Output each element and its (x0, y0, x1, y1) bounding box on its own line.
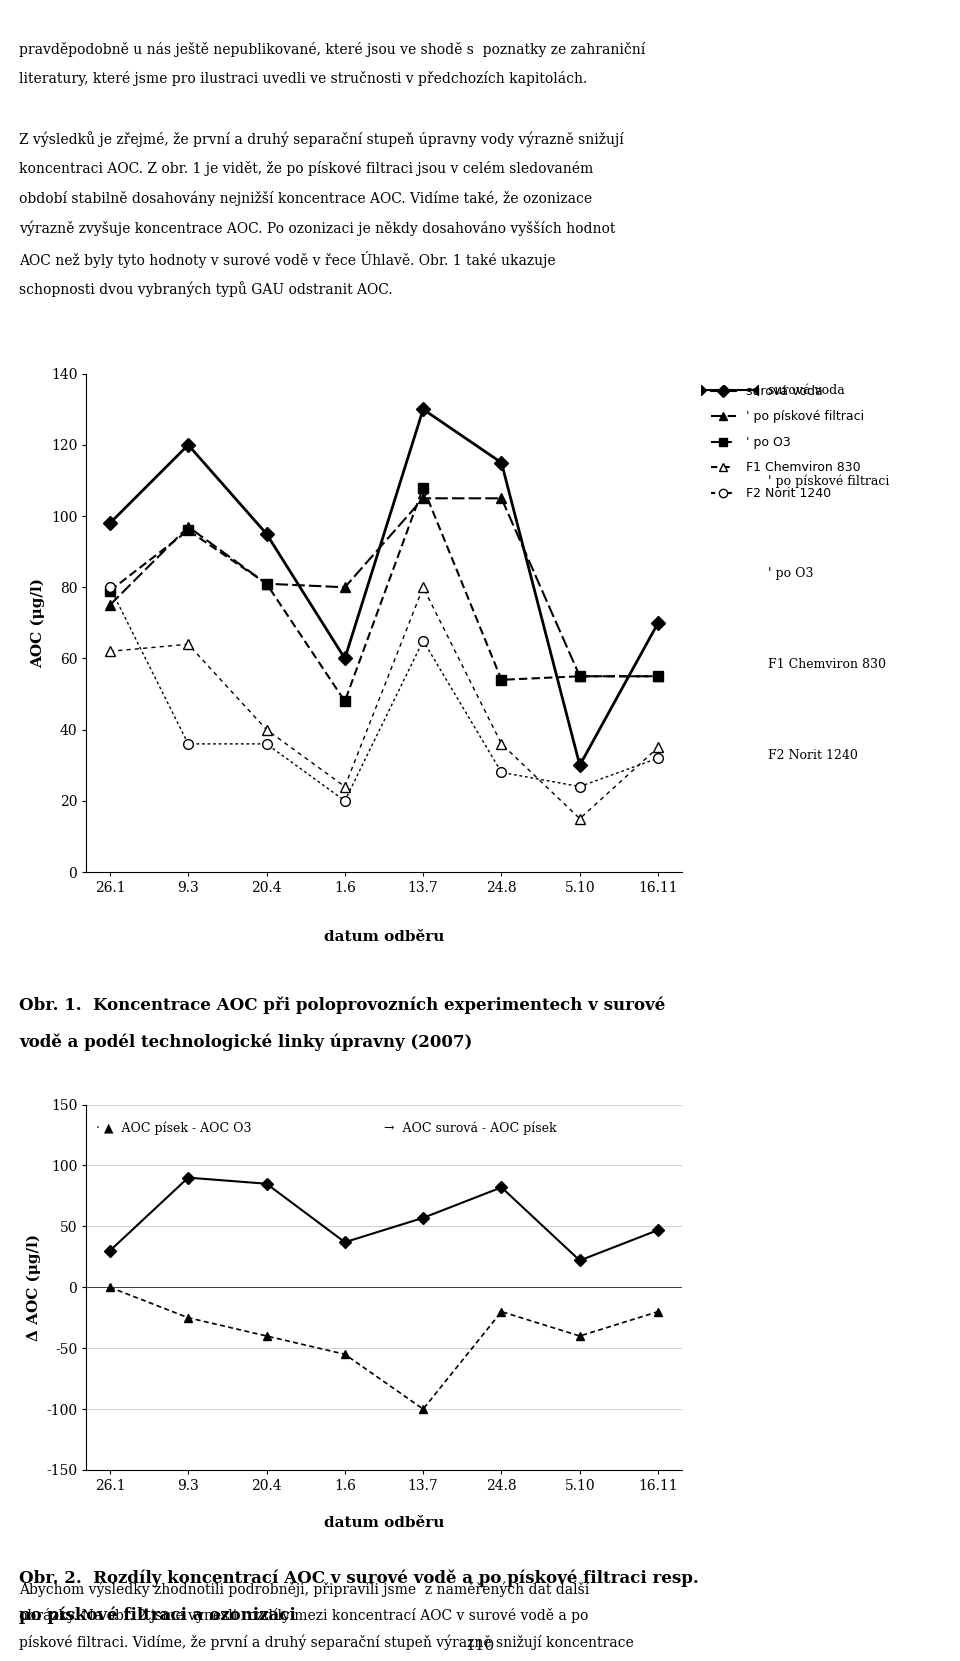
surová voda (653, 613, 664, 633)
Text: výrazně zvyšuje koncentrace AOC. Po ozonizaci je někdy dosahováno vyšších hodnot: výrazně zvyšuje koncentrace AOC. Po ozon… (19, 221, 615, 236)
AOC písek - AOC O3 (653, 1302, 664, 1322)
' po pískové filtraci (182, 517, 194, 537)
Text: po pískové filtraci a ozonizaci: po pískové filtraci a ozonizaci (19, 1606, 296, 1624)
Text: →  AOC surová - AOC písek: → AOC surová - AOC písek (384, 1121, 557, 1134)
surová voda (574, 756, 586, 776)
Text: pravděpodobně u nás ještě nepublikované, které jsou ve shodě s  poznatky ze zahr: pravděpodobně u nás ještě nepublikované,… (19, 42, 645, 56)
F1 Chemviron 830 (574, 809, 586, 829)
' po pískové filtraci (653, 666, 664, 686)
' po O3 (104, 581, 115, 601)
Line: surová voda: surová voda (105, 405, 663, 771)
AOC surová - AOC písek (418, 1208, 429, 1227)
F1 Chemviron 830 (261, 719, 273, 739)
AOC písek - AOC O3 (339, 1344, 350, 1364)
Text: ' po pískové filtraci: ' po pískové filtraci (768, 475, 889, 488)
Text: pískové filtraci. Vidíme, že první a druhý separační stupeň výrazně snižují konc: pískové filtraci. Vidíme, že první a dru… (19, 1634, 634, 1649)
Text: ' po O3: ' po O3 (768, 566, 813, 580)
F1 Chemviron 830 (104, 641, 115, 661)
surová voda (182, 435, 194, 455)
' po O3 (182, 520, 194, 540)
Text: 110: 110 (466, 1639, 494, 1653)
' po O3 (418, 478, 429, 498)
' po O3 (653, 666, 664, 686)
Text: obrázky. Na obr. 2 jsme vynesli rozdíly mezi koncentrací AOC v surové vodě a po: obrázky. Na obr. 2 jsme vynesli rozdíly … (19, 1608, 588, 1623)
Line: AOC písek - AOC O3: AOC písek - AOC O3 (106, 1282, 662, 1414)
F2 Norit 1240 (182, 734, 194, 754)
AOC surová - AOC písek (653, 1221, 664, 1241)
F2 Norit 1240 (339, 791, 350, 811)
Text: datum odběru: datum odběru (324, 930, 444, 943)
' po pískové filtraci (261, 573, 273, 593)
AOC písek - AOC O3 (418, 1399, 429, 1418)
AOC písek - AOC O3 (182, 1307, 194, 1327)
surová voda (339, 648, 350, 668)
F2 Norit 1240 (653, 747, 664, 767)
F2 Norit 1240 (574, 777, 586, 797)
AOC surová - AOC písek (339, 1232, 350, 1252)
Text: Obr. 1.  Koncentrace AOC při poloprovozních experimentech v surové: Obr. 1. Koncentrace AOC při poloprovozní… (19, 997, 665, 1015)
Text: schopnosti dvou vybraných typů GAU odstranit AOC.: schopnosti dvou vybraných typů GAU odstr… (19, 281, 393, 297)
' po O3 (261, 573, 273, 593)
Line: ' po pískové filtraci: ' po pískové filtraci (105, 493, 663, 681)
' po pískové filtraci (495, 488, 507, 508)
Text: Z výsledků je zřejmé, že první a druhý separační stupeň úpravny vody výrazně sni: Z výsledků je zřejmé, že první a druhý s… (19, 131, 624, 148)
AOC surová - AOC písek (574, 1251, 586, 1271)
Legend: surová voda, ' po pískové filtraci, ' po O3, F1 Chemviron 830, F2 Norit 1240: surová voda, ' po pískové filtraci, ' po… (706, 380, 869, 505)
surová voda (104, 513, 115, 533)
Text: literatury, které jsme pro ilustraci uvedli ve stručnosti v předchozích kapitolá: literatury, které jsme pro ilustraci uve… (19, 71, 588, 86)
AOC písek - AOC O3 (261, 1325, 273, 1345)
AOC surová - AOC písek (261, 1174, 273, 1194)
surová voda (261, 523, 273, 543)
Text: vodě a podél technologické linky úpravny (2007): vodě a podél technologické linky úpravny… (19, 1033, 472, 1051)
surová voda (495, 453, 507, 473)
Line: F1 Chemviron 830: F1 Chemviron 830 (105, 583, 663, 824)
AOC surová - AOC písek (182, 1168, 194, 1188)
AOC písek - AOC O3 (495, 1302, 507, 1322)
surová voda (418, 399, 429, 419)
Line: AOC surová - AOC písek: AOC surová - AOC písek (106, 1173, 662, 1264)
F2 Norit 1240 (104, 578, 115, 598)
' po pískové filtraci (418, 488, 429, 508)
' po O3 (574, 666, 586, 686)
F2 Norit 1240 (495, 762, 507, 782)
' po pískové filtraci (104, 595, 115, 615)
F2 Norit 1240 (261, 734, 273, 754)
Text: F1 Chemviron 830: F1 Chemviron 830 (768, 658, 886, 671)
Y-axis label: AOC (μg/l): AOC (μg/l) (31, 578, 45, 668)
AOC písek - AOC O3 (574, 1325, 586, 1345)
' po O3 (339, 691, 350, 711)
F2 Norit 1240 (418, 631, 429, 651)
Text: Abychom výsledky zhodnotili podrobněji, připravili jsme  z naměřených dat další: Abychom výsledky zhodnotili podrobněji, … (19, 1581, 589, 1596)
' po O3 (495, 669, 507, 689)
Line: F2 Norit 1240: F2 Norit 1240 (105, 583, 663, 806)
F1 Chemviron 830 (339, 777, 350, 797)
AOC surová - AOC písek (495, 1178, 507, 1198)
Text: surová voda: surová voda (768, 384, 845, 397)
AOC surová - AOC písek (104, 1241, 115, 1261)
Text: F2 Norit 1240: F2 Norit 1240 (768, 749, 858, 762)
Text: datum odběru: datum odběru (324, 1516, 444, 1530)
F1 Chemviron 830 (653, 737, 664, 757)
Text: období stabilně dosahovány nejnižší koncentrace AOC. Vidíme také, že ozonizace: období stabilně dosahovány nejnižší konc… (19, 191, 592, 206)
F1 Chemviron 830 (495, 734, 507, 754)
Text: koncentraci AOC. Z obr. 1 je vidět, že po pískové filtraci jsou v celém sledovan: koncentraci AOC. Z obr. 1 je vidět, že p… (19, 161, 593, 176)
AOC písek - AOC O3 (104, 1277, 115, 1297)
Text: Obr. 2.  Rozdíly koncentrací AOC v surové vodě a po pískové filtraci resp.: Obr. 2. Rozdíly koncentrací AOC v surové… (19, 1570, 699, 1588)
Line: ' po O3: ' po O3 (105, 483, 663, 706)
' po pískové filtraci (574, 666, 586, 686)
F1 Chemviron 830 (418, 578, 429, 598)
Y-axis label: Δ AOC (μg/l): Δ AOC (μg/l) (26, 1234, 40, 1340)
Text: AOC než byly tyto hodnoty v surové vodě v řece Úhlavě. Obr. 1 také ukazuje: AOC než byly tyto hodnoty v surové vodě … (19, 251, 556, 267)
Text: · ▲  AOC písek - AOC O3: · ▲ AOC písek - AOC O3 (96, 1121, 252, 1134)
' po pískové filtraci (339, 578, 350, 598)
F1 Chemviron 830 (182, 635, 194, 654)
